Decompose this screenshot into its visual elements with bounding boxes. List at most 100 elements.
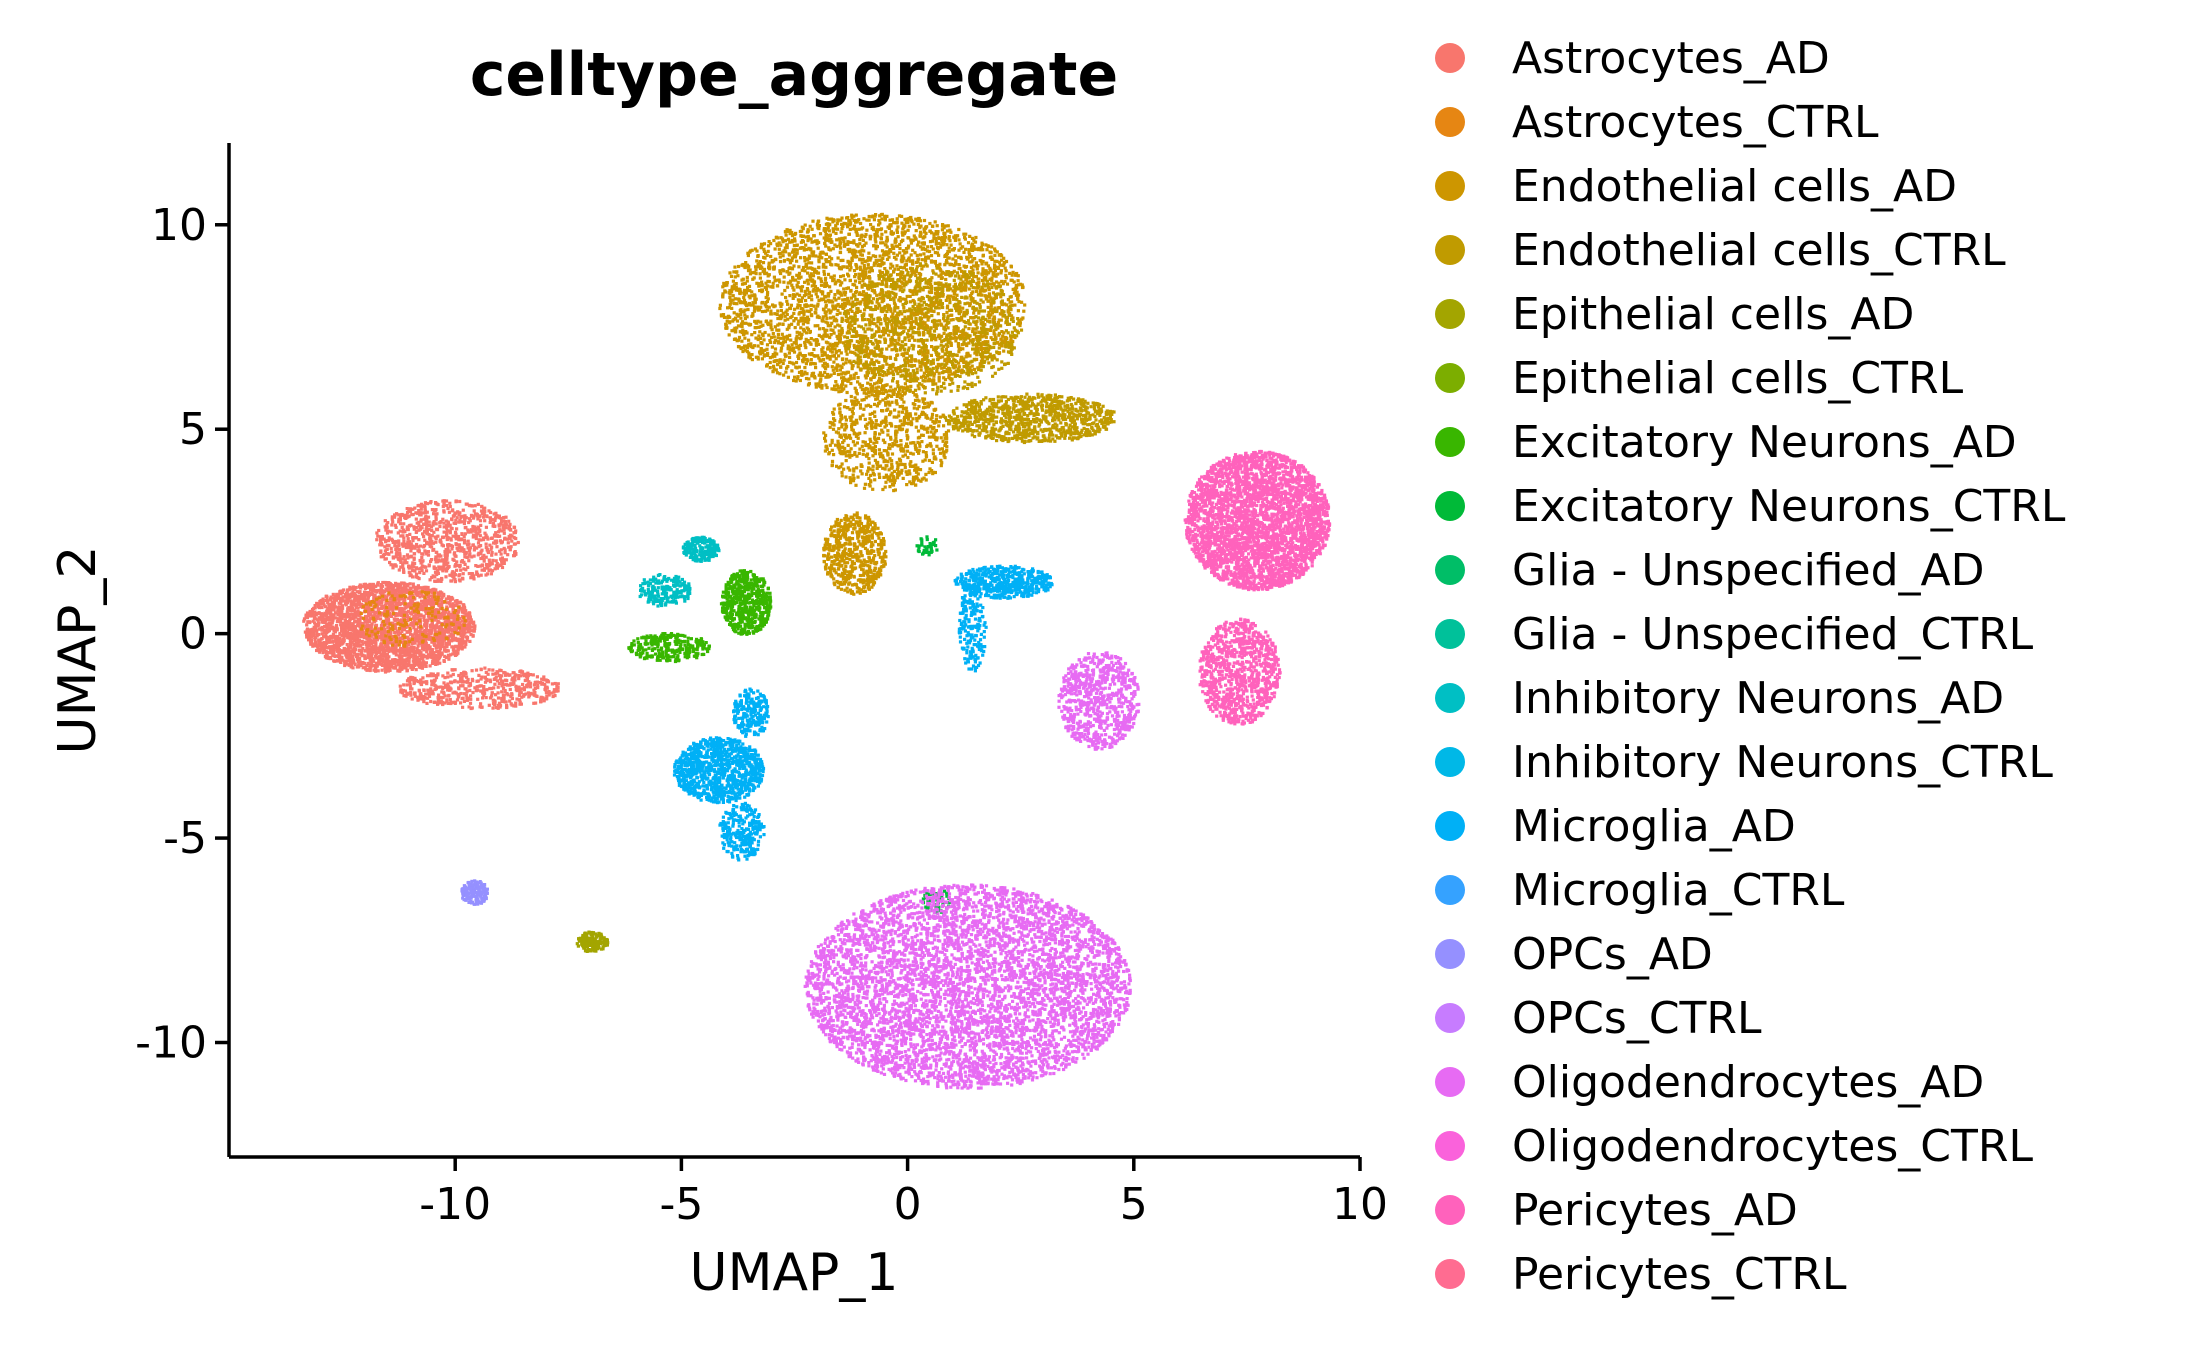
data-point [395,565,398,568]
data-point [375,647,378,650]
data-point [911,249,914,252]
data-point [325,595,328,598]
data-point [426,619,429,622]
data-point [772,239,775,242]
data-point [394,542,397,545]
data-point [427,554,430,557]
data-point [451,604,454,607]
data-point [342,625,345,628]
data-point [425,531,428,534]
data-point [341,589,344,592]
data-point [407,678,410,681]
data-point [446,507,449,510]
data-point [429,664,432,667]
data-point [437,554,440,557]
data-point [508,673,511,676]
data-point [424,516,427,519]
data-point [479,524,482,527]
data-point [386,644,389,647]
data-point [405,695,408,698]
data-point [454,531,457,534]
data-point [403,555,406,558]
data-point [437,640,440,643]
data-point [387,630,390,633]
data-point [430,614,433,617]
data-point [336,659,339,662]
data-point [324,605,327,608]
data-point [389,583,392,586]
data-point [362,617,365,620]
data-point [418,654,421,657]
data-point [490,548,493,551]
data-point [432,588,435,591]
data-point [407,546,410,549]
data-point [401,610,404,613]
data-point [459,646,462,649]
data-point [839,368,842,371]
data-point [463,641,466,644]
data-point [441,559,444,562]
data-point [427,550,430,553]
data-point [360,627,363,630]
data-point [521,670,524,673]
data-point [487,509,490,512]
data-point [406,669,409,672]
data-point [326,646,329,649]
data-point [459,569,462,572]
data-point [492,702,495,705]
data-point [362,605,365,608]
data-point [423,689,426,692]
data-point [343,634,346,637]
data-point [415,594,418,597]
data-point [399,668,402,671]
data-point [517,677,520,680]
data-point [378,543,381,546]
data-point [519,674,522,677]
data-point [835,369,838,372]
data-point [475,669,478,672]
data-point [486,538,489,541]
data-point [332,659,335,662]
data-point [395,659,398,662]
data-point [351,609,354,612]
data-point [536,684,539,687]
data-point [429,645,432,648]
data-point [400,620,403,623]
data-point [475,512,478,515]
data-point [352,602,355,605]
data-point [429,500,432,503]
data-point [331,651,334,654]
data-point [332,640,335,643]
data-point [494,535,497,538]
data-point [483,667,486,670]
data-point [445,569,448,572]
data-point [326,611,329,614]
data-point [393,513,396,516]
data-point [443,660,446,663]
data-point [306,629,309,632]
data-point [454,654,457,657]
data-point [450,596,453,599]
data-point [324,655,327,658]
data-point [475,534,478,537]
data-point [361,640,364,643]
data-point [457,695,460,698]
data-point [864,233,867,236]
data-point [448,626,451,629]
data-point [445,534,448,537]
data-point [364,583,367,586]
data-point [433,595,436,598]
data-point [395,637,398,640]
data-point [462,697,465,700]
data-point [491,691,494,694]
data-point [415,668,418,671]
data-point [491,669,494,672]
data-point [409,682,412,685]
data-point [440,604,443,607]
data-point [450,622,453,625]
data-point [423,615,426,618]
data-point [321,632,324,635]
data-point [386,531,389,534]
data-point [398,637,401,640]
data-point [399,594,402,597]
